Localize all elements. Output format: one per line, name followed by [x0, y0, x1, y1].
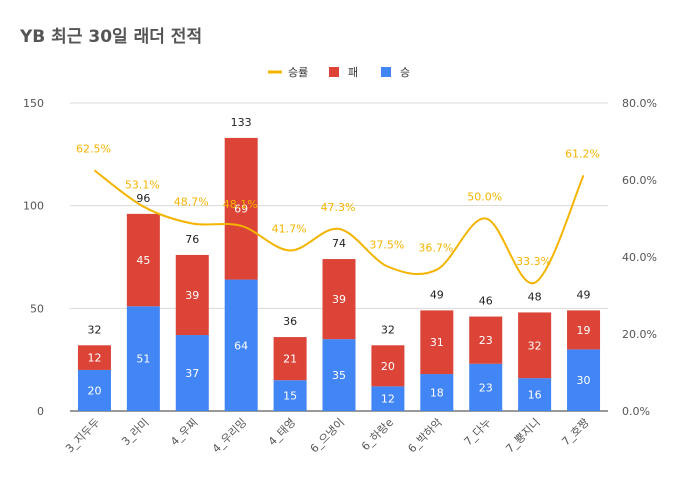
x-tick-label: 7_뿅지니	[503, 416, 542, 455]
win-value-label: 18	[430, 387, 444, 400]
bar-win	[77, 369, 111, 411]
win-value-label: 35	[332, 369, 346, 382]
x-tick-label: 4_우찌	[168, 416, 200, 448]
loss-value-label: 45	[136, 254, 150, 267]
bar-loss	[273, 337, 307, 381]
bar-win	[322, 339, 356, 411]
bar-win	[224, 279, 258, 411]
total-label: 49	[577, 288, 591, 301]
rate-line-path	[93, 169, 585, 284]
total-label: 96	[136, 192, 150, 205]
loss-value-label: 69	[234, 203, 248, 216]
y-right-tick-label: 20.0%	[622, 328, 657, 341]
legend-label: 승률	[288, 66, 308, 79]
total-label: 74	[332, 237, 346, 250]
bar-win	[567, 349, 601, 411]
loss-value-label: 32	[528, 339, 542, 352]
loss-value-label: 12	[87, 352, 101, 365]
y-left-tick-label: 50	[30, 302, 44, 315]
y-left-tick-label: 0	[37, 405, 44, 418]
bar-win	[273, 380, 307, 411]
chart-title: YB 최근 30일 래더 전적	[20, 27, 203, 47]
loss-value-label: 21	[283, 353, 297, 366]
x-tick-label: 4_태영	[266, 416, 298, 448]
bar-win	[371, 386, 405, 411]
total-label: 32	[87, 323, 101, 336]
y-right-tick-label: 40.0%	[622, 251, 657, 264]
y-right-tick-label: 60.0%	[622, 174, 657, 187]
x-tick-label: 7_호짱	[559, 416, 591, 448]
legend-label: 승	[400, 66, 410, 79]
legend-swatch-box	[381, 67, 391, 77]
win-value-label: 37	[185, 367, 199, 380]
bar-loss	[371, 345, 405, 387]
x-tick-label: 6_으냉이	[308, 416, 347, 455]
total-label: 76	[185, 233, 199, 246]
bar-loss	[469, 316, 503, 364]
win-value-label: 51	[136, 353, 150, 366]
legend-label: 패	[348, 66, 358, 79]
loss-value-label: 31	[430, 336, 444, 349]
bar-loss	[420, 310, 454, 375]
rate-label: 53.1%	[125, 179, 160, 192]
rate-label: 50.0%	[467, 191, 502, 204]
win-value-label: 12	[381, 393, 395, 406]
bar-win	[518, 378, 552, 411]
rate-line: 62.5% 53.1% 48.7% 48.1% 41.7% 47.3% 37.5% 36.7%…	[76, 142, 600, 284]
rate-label: 61.2%	[565, 147, 600, 160]
total-label: 36	[283, 315, 297, 328]
x-tick-label: 3_라미	[119, 416, 151, 448]
bar-loss	[322, 259, 356, 340]
x-tick-label: 4_우리밍	[210, 416, 249, 455]
rate-label: 37.5%	[369, 239, 404, 252]
bar-loss	[518, 312, 552, 379]
bar-win	[420, 374, 454, 411]
rate-label: 48.1%	[223, 198, 258, 211]
loss-value-label: 39	[185, 289, 199, 302]
bars	[77, 137, 601, 411]
rate-label: 36.7%	[418, 242, 453, 255]
y-left-tick-label: 100	[23, 200, 44, 213]
total-label: 46	[479, 295, 493, 308]
total-label: 49	[430, 288, 444, 301]
total-label: 32	[381, 323, 395, 336]
win-value-label: 30	[577, 374, 591, 387]
y-right-tick-label: 0.0%	[622, 405, 650, 418]
x-tick-label: 7_다누	[461, 416, 493, 448]
x-tick-label: 6_하랑e	[358, 415, 396, 453]
rate-label: 47.3%	[321, 201, 356, 214]
win-value-label: 23	[479, 381, 493, 394]
bar-loss	[77, 345, 111, 370]
bar-loss	[175, 254, 209, 336]
win-value-label: 20	[87, 384, 101, 397]
y-right-tick-label: 80.0%	[622, 97, 657, 110]
win-value-label: 16	[528, 389, 542, 402]
loss-value-label: 23	[479, 334, 493, 347]
rate-label: 33.3%	[516, 255, 551, 268]
loss-value-label: 39	[332, 293, 346, 306]
bar-loss	[567, 310, 601, 350]
win-value-label: 64	[234, 339, 248, 352]
bar-loss	[126, 213, 160, 307]
x-tick-label: 6_박하악	[405, 415, 445, 455]
bar-win	[175, 335, 209, 411]
total-label: 133	[231, 116, 252, 129]
bar-loss	[224, 137, 258, 280]
legend: 승률 패 승	[268, 66, 410, 79]
bar-win	[469, 363, 503, 411]
legend-swatch-box	[329, 67, 339, 77]
total-label: 48	[528, 290, 542, 303]
y-left-tick-label: 150	[23, 97, 44, 110]
data-labels: 20 12 32 51 45 96 37 39 76 64 69 133 15 21 36 35 39 74 12 2…	[87, 116, 590, 406]
win-value-label: 15	[283, 390, 297, 403]
rate-label: 62.5%	[76, 142, 111, 155]
rate-label: 41.7%	[272, 222, 307, 235]
loss-value-label: 20	[381, 360, 395, 373]
bar-win	[126, 306, 160, 411]
rate-label: 48.7%	[174, 196, 209, 209]
loss-value-label: 19	[577, 324, 591, 337]
x-tick-label: 3_지두두	[63, 416, 102, 455]
